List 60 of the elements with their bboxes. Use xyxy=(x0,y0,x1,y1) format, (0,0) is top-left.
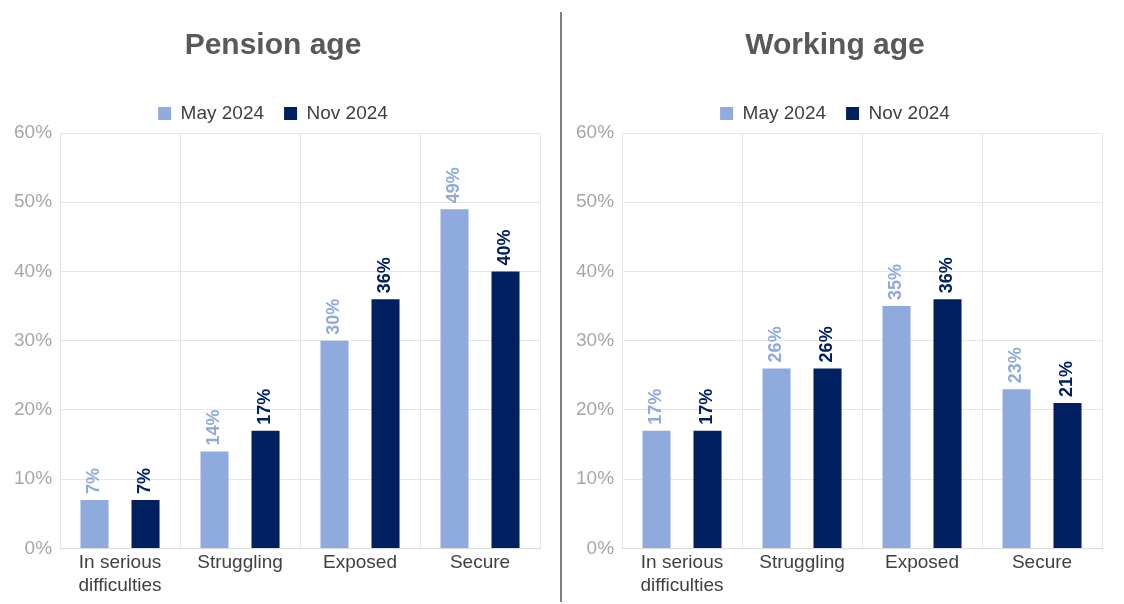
y-tick-label: 50% xyxy=(14,190,53,212)
x-tick-label: Struggling xyxy=(197,551,283,573)
bar xyxy=(440,209,469,548)
y-tick-label: 20% xyxy=(14,398,53,420)
bar xyxy=(131,499,160,548)
data-label: 7% xyxy=(83,467,104,494)
bar xyxy=(642,430,671,548)
legend-label: Nov 2024 xyxy=(868,101,951,123)
data-label: 23% xyxy=(1005,347,1026,384)
bar xyxy=(762,368,791,548)
legend-label: May 2024 xyxy=(742,101,827,123)
x-tick-label: Secure xyxy=(449,551,511,573)
data-label: 36% xyxy=(374,257,395,294)
data-label: 30% xyxy=(323,298,344,335)
bar xyxy=(813,368,842,548)
bar xyxy=(371,299,400,548)
data-label: 17% xyxy=(696,388,717,425)
y-tick-label: 10% xyxy=(14,467,53,489)
y-tick-label: 0% xyxy=(24,536,53,558)
bar xyxy=(933,299,962,548)
bar xyxy=(200,451,229,548)
bar xyxy=(320,340,349,548)
x-tick-label: In serious difficulties xyxy=(640,551,724,595)
data-label: 35% xyxy=(885,264,906,301)
bar xyxy=(1002,389,1031,548)
y-tick-label: 40% xyxy=(14,259,53,281)
y-tick-label: 50% xyxy=(576,190,615,212)
data-label: 14% xyxy=(203,409,224,446)
x-tick-label: Exposed xyxy=(885,551,959,573)
data-label: 26% xyxy=(765,326,786,363)
bar xyxy=(882,306,911,548)
bar xyxy=(80,499,109,548)
bar xyxy=(693,430,722,548)
legend-label: May 2024 xyxy=(180,101,265,123)
data-label: 17% xyxy=(645,388,666,425)
y-tick-label: 20% xyxy=(576,398,615,420)
chart-title: Pension age xyxy=(184,27,362,61)
legend-label: Nov 2024 xyxy=(306,101,389,123)
y-tick-label: 10% xyxy=(576,467,615,489)
y-tick-label: 30% xyxy=(14,328,53,350)
data-label: 26% xyxy=(816,326,837,363)
data-label: 7% xyxy=(134,467,155,494)
data-label: 21% xyxy=(1056,360,1077,398)
y-tick-label: 60% xyxy=(576,121,615,143)
y-tick-label: 40% xyxy=(576,259,615,281)
x-tick-label: In serious difficulties xyxy=(78,551,162,595)
x-tick-label: Exposed xyxy=(323,551,397,573)
data-label: 36% xyxy=(936,257,957,294)
bar xyxy=(1053,403,1082,548)
data-label: 17% xyxy=(254,388,275,425)
y-tick-label: 30% xyxy=(576,328,615,350)
data-label: 40% xyxy=(494,229,515,266)
x-tick-label: Struggling xyxy=(759,551,845,573)
data-label: 49% xyxy=(443,167,464,204)
bar xyxy=(251,430,280,548)
y-tick-label: 60% xyxy=(14,121,53,143)
chart-title: Working age xyxy=(745,27,925,61)
x-tick-label: Secure xyxy=(1011,551,1073,573)
y-tick-label: 0% xyxy=(586,536,615,558)
bar xyxy=(491,271,520,548)
